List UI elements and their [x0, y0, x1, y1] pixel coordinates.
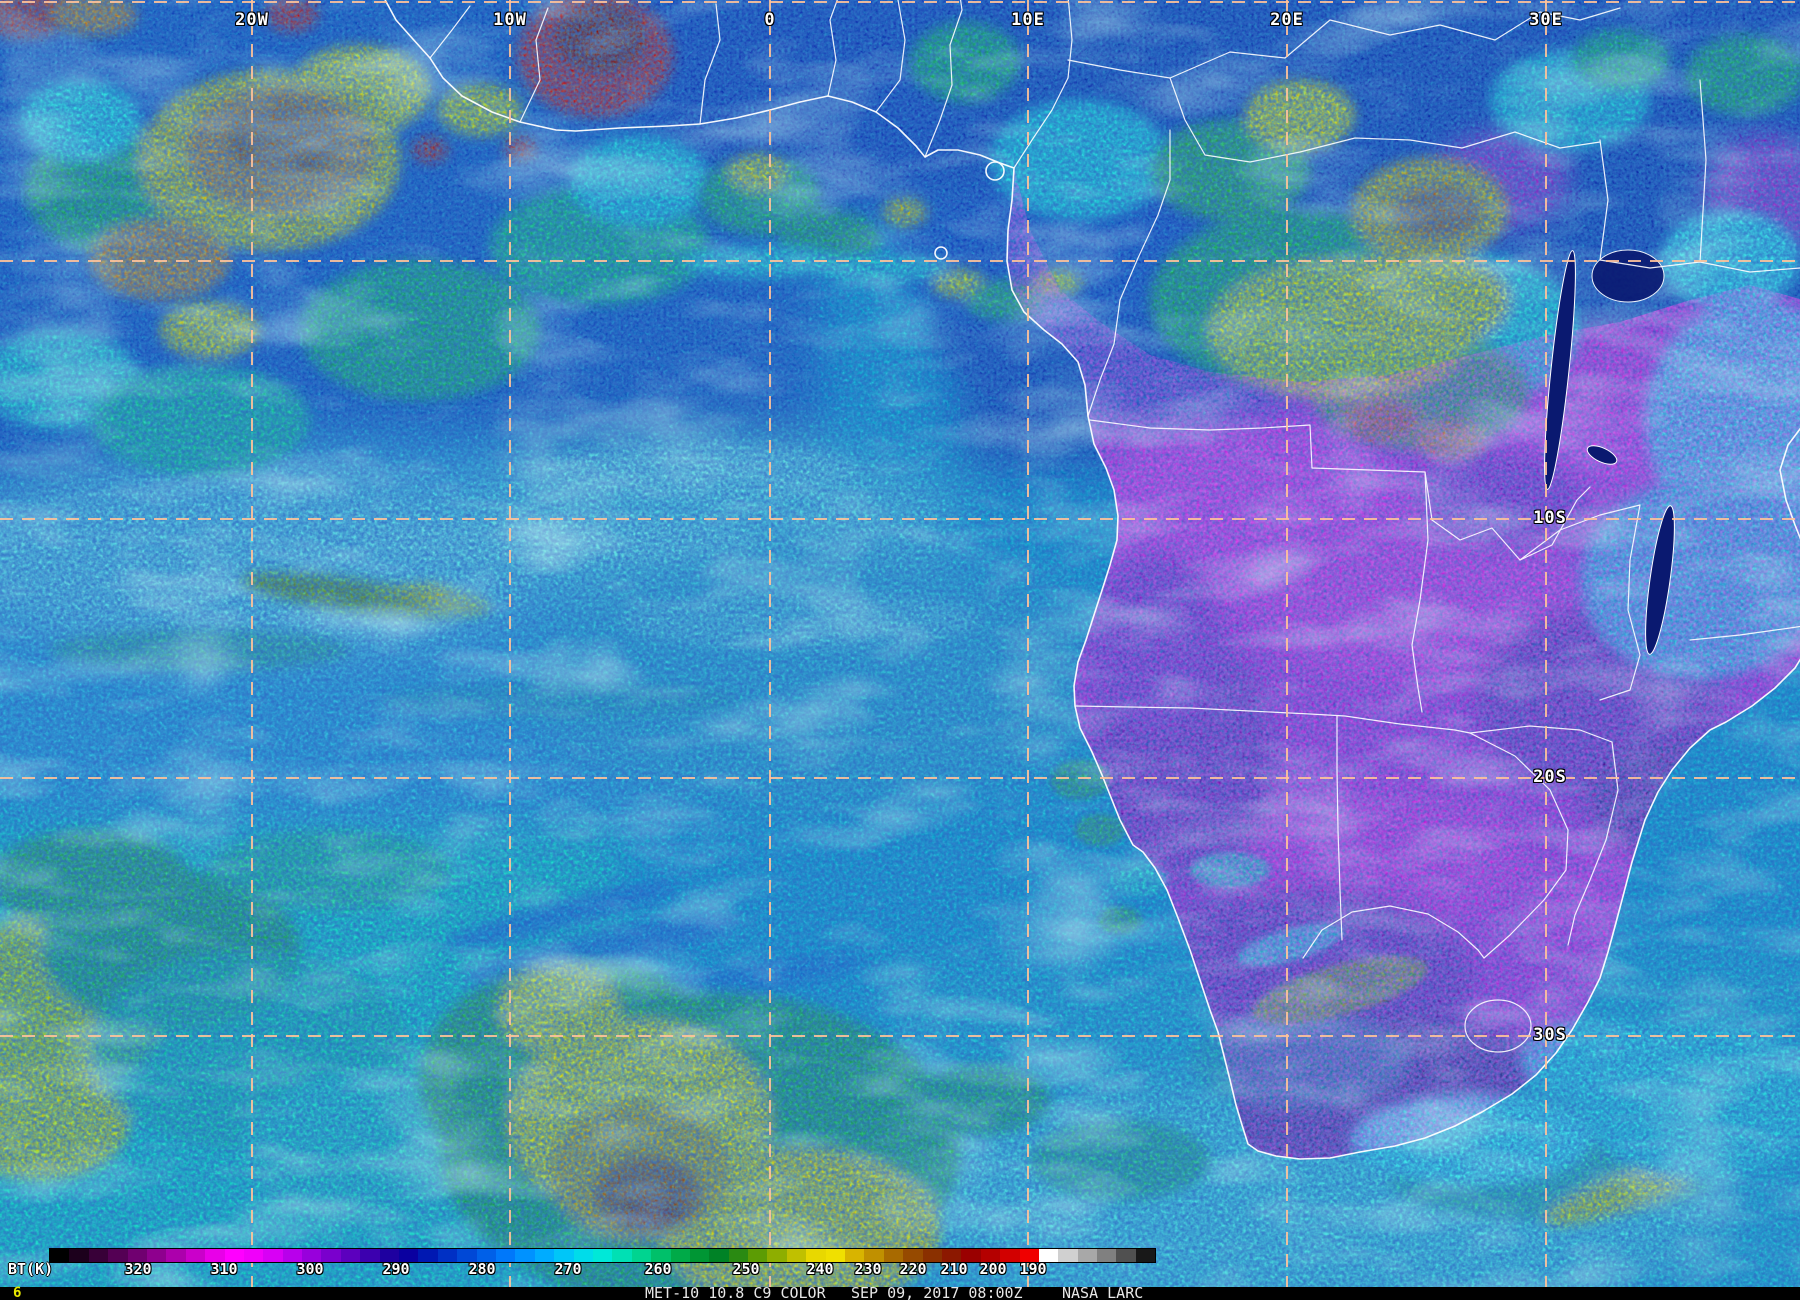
- colorbar-segment: [631, 1249, 652, 1262]
- colorbar-segment: [1019, 1249, 1039, 1262]
- frame-counter: 6: [13, 1285, 22, 1300]
- colorbar-tick-label: 320: [124, 1260, 152, 1278]
- colorbar-segment: [321, 1249, 341, 1262]
- colorbar-segment: [1077, 1249, 1098, 1262]
- colorbar-segment: [767, 1249, 787, 1262]
- colorbar-tick-label: 290: [382, 1260, 410, 1278]
- colorbar-segment: [515, 1249, 535, 1262]
- colorbar-segment: [495, 1249, 516, 1262]
- colorbar-segment: [1038, 1249, 1059, 1262]
- colorbar-segment: [612, 1249, 632, 1262]
- colorbar-segment: [1135, 1249, 1156, 1262]
- credit-label: NASA LARC: [1062, 1284, 1144, 1300]
- colorbar-segment: [185, 1249, 206, 1262]
- colorbar-segment: [302, 1249, 322, 1262]
- colorbar-segment: [554, 1249, 574, 1262]
- colorbar-segment: [224, 1249, 244, 1262]
- colorbar-tick-label: 240: [806, 1260, 834, 1278]
- colorbar-segment: [418, 1249, 438, 1262]
- colorbar-segment: [243, 1249, 264, 1262]
- colorbar-tick-label: 190: [1019, 1260, 1047, 1278]
- colorbar-segment: [50, 1249, 70, 1262]
- colorbar-segment: [1058, 1249, 1078, 1262]
- colorbar-tick-label: 200: [979, 1260, 1007, 1278]
- colorbar-segment: [961, 1249, 981, 1262]
- colorbar-tick-label: 310: [210, 1260, 238, 1278]
- colorbar-tick-label: 270: [554, 1260, 582, 1278]
- colorbar-segment: [127, 1249, 147, 1262]
- colorbar-segment: [709, 1249, 729, 1262]
- colorbar-segment: [534, 1249, 555, 1262]
- colorbar-segment: [941, 1249, 962, 1262]
- colorbar-segment: [1116, 1249, 1136, 1262]
- colorbar-segment: [282, 1249, 303, 1262]
- timestamp-label: SEP 09, 2017 08:00Z: [851, 1284, 1023, 1300]
- colorbar-segment: [340, 1249, 361, 1262]
- colorbar-segment: [748, 1249, 768, 1262]
- colorbar-segment: [864, 1249, 884, 1262]
- colorbar-segment: [379, 1249, 400, 1262]
- colorbar-tick-label: 220: [899, 1260, 927, 1278]
- colorbar-segment: [689, 1249, 710, 1262]
- colorbar-segment: [670, 1249, 690, 1262]
- colorbar-title: BT(K): [8, 1260, 54, 1278]
- colorbar-segment: [592, 1249, 613, 1262]
- colorbar-tick-label: 230: [854, 1260, 882, 1278]
- colorbar-segment: [980, 1249, 1001, 1262]
- colorbar-tick-label: 300: [296, 1260, 324, 1278]
- instrument-label: MET-10 10.8 C9 COLOR: [645, 1284, 826, 1300]
- colorbar-segment: [883, 1249, 904, 1262]
- colorbar-segment: [845, 1249, 865, 1262]
- colorbar-segment: [205, 1249, 225, 1262]
- colorbar-segment: [437, 1249, 458, 1262]
- colorbar-segment: [651, 1249, 671, 1262]
- colorbar-tick-label: 280: [468, 1260, 496, 1278]
- colorbar-segment: [457, 1249, 477, 1262]
- colorbar-tick-label: 250: [732, 1260, 760, 1278]
- colorbar-segment: [1000, 1249, 1020, 1262]
- colorbar-segment: [806, 1249, 826, 1262]
- colorbar-tick-label: 260: [644, 1260, 672, 1278]
- colorbar-segment: [166, 1249, 186, 1262]
- colorbar-tick-label: 210: [940, 1260, 968, 1278]
- colorbar-segment: [146, 1249, 167, 1262]
- colorbar-segment: [360, 1249, 380, 1262]
- colorbar-segment: [786, 1249, 807, 1262]
- colorbar-segment: [1097, 1249, 1117, 1262]
- colorbar-segment: [922, 1249, 942, 1262]
- colorbar-segment: [825, 1249, 846, 1262]
- colorbar-segment: [476, 1249, 496, 1262]
- colorbar-segment: [69, 1249, 89, 1262]
- colorbar-segment: [108, 1249, 128, 1262]
- colorbar-segment: [728, 1249, 749, 1262]
- lakes: [1544, 249, 1675, 655]
- colorbar-segment: [399, 1249, 419, 1262]
- colorbar-segment: [263, 1249, 283, 1262]
- colorbar-segment: [573, 1249, 593, 1262]
- colorbar-segment: [903, 1249, 923, 1262]
- colorbar: [49, 1248, 1156, 1263]
- status-bar: 6 MET-10 10.8 C9 COLOR SEP 09, 2017 08:0…: [0, 1284, 1800, 1300]
- colorbar-segment: [88, 1249, 109, 1262]
